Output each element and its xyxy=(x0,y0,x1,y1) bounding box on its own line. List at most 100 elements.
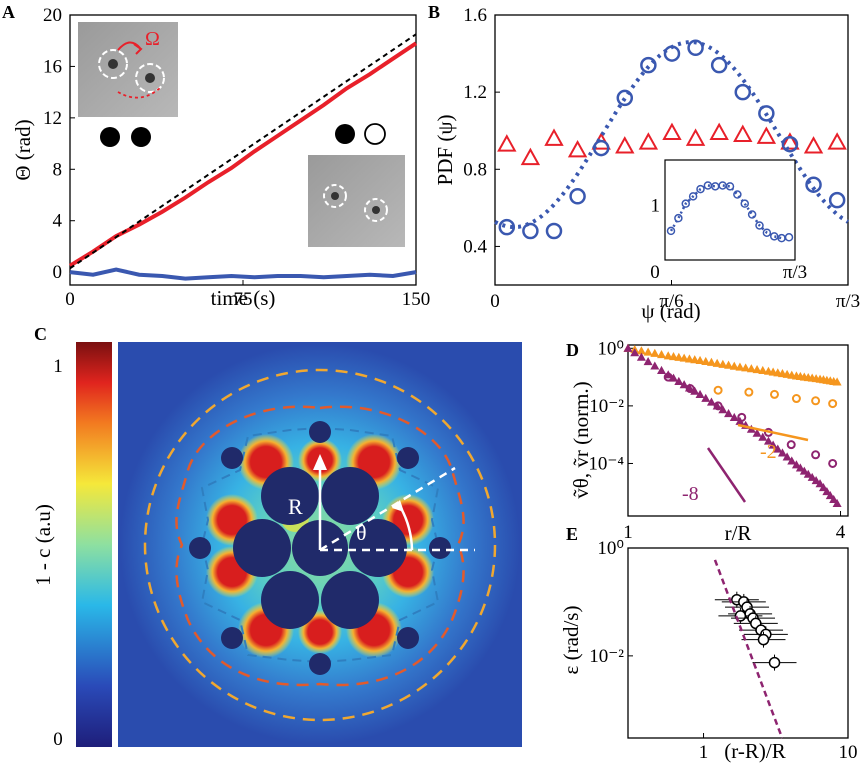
panel-b-circle-point xyxy=(522,222,539,240)
panel-d-triangle-point xyxy=(695,389,705,399)
panel-b-triangle-point xyxy=(685,128,706,146)
colorbar-label: 1 - c (a.u) xyxy=(31,504,55,586)
panel-d-triangle-point xyxy=(701,393,711,402)
panel-d-circle-point xyxy=(685,384,695,394)
panel-d-triangle-point xyxy=(706,357,716,366)
panel-b-circle-point xyxy=(734,83,752,101)
panel-d-triangle-point xyxy=(630,348,640,357)
contour-outer xyxy=(143,368,497,722)
panel-e-fit-line xyxy=(713,559,784,739)
panel-b-inset-point xyxy=(674,213,683,223)
panel-b-inset-xtick-label: 0 xyxy=(650,262,660,283)
panel-b-inset-point xyxy=(725,182,735,191)
panel-a-ylabel: Θ (rad) xyxy=(11,119,35,180)
panel-a-series-line-0 xyxy=(68,41,418,268)
panel-d-circle-point xyxy=(663,372,673,382)
panel-b-triangle-point xyxy=(544,128,564,146)
panel-b-ytick-label: 1.2 xyxy=(463,82,487,103)
omega-label: Ω xyxy=(145,28,160,50)
panel-d-triangle-point xyxy=(787,456,797,465)
panel-d-triangle-point xyxy=(650,361,660,370)
panel-b-inset: 0 π/3 1 xyxy=(650,159,807,283)
slope-line-orange xyxy=(737,423,809,442)
panel-d-circle-point xyxy=(791,394,801,404)
panel-d-xtick-label: 1 xyxy=(623,522,633,543)
panel-b-circle-point xyxy=(710,56,728,74)
panel-b-inset-point xyxy=(755,221,764,230)
panel-e-ytick-label: 10⁻² xyxy=(589,646,624,667)
panel-d-triangle-point xyxy=(763,436,773,445)
label-theta: θ xyxy=(356,520,367,545)
panel-b-circle-point xyxy=(640,56,657,74)
panel-b-triangle-point xyxy=(733,124,753,142)
panel-b-circle-point xyxy=(545,222,563,240)
legend-filled-pair xyxy=(100,127,151,147)
label-r: R xyxy=(288,494,303,519)
panel-d-circle-point xyxy=(828,399,838,409)
panel-d-triangle-point xyxy=(735,362,745,371)
panel-d-triangle-point xyxy=(741,363,751,372)
panel-d-triangle-point xyxy=(795,463,805,472)
panel-d-triangle-point xyxy=(832,377,842,386)
panel-e-ytick-label: 10⁰ xyxy=(597,538,624,559)
panel-b-triangle-point xyxy=(497,134,517,152)
panel-a-chart: 0 75 150 0 4 8 12 16 20 time (s) Θ (rad) Ω xyxy=(11,5,430,310)
panel-d-triangle-point xyxy=(657,365,667,374)
panel-d-circle-point xyxy=(713,385,723,395)
panel-d-ylabel: ṽθ, ṽr (norm.) xyxy=(569,381,593,498)
panel-d-triangle-point xyxy=(669,352,679,361)
panel-b-inset-xtick-label: π/3 xyxy=(783,262,807,283)
panel-d-triangle-point xyxy=(718,405,728,414)
panel-b-triangle-point xyxy=(803,136,824,154)
panel-a-series-line-2 xyxy=(69,33,417,270)
panel-d-triangle-point xyxy=(674,352,684,361)
panel-a-ytick-label: 0 xyxy=(53,262,63,283)
inset-micrograph-static xyxy=(308,155,405,247)
panel-b-circle-point xyxy=(569,188,586,205)
panel-b-inset-point xyxy=(770,232,779,241)
panel-b-chart: 0 π/6 π/3 0.4 0.8 1.2 1.6 ψ (rad) PDF (ψ) 0 π/3… xyxy=(433,5,860,323)
panel-d-triangle-point xyxy=(690,355,700,364)
panel-d-triangle-point xyxy=(832,498,842,507)
contour-inner xyxy=(200,426,440,664)
panel-e-chart: 1 10 10⁰ 10⁻² (r-R)/R ε (rad/s) xyxy=(559,538,858,763)
panel-a-ytick-label: 8 xyxy=(53,159,63,180)
slope-label-orange: -2 xyxy=(760,441,777,463)
panel-d-triangle-point xyxy=(695,355,705,364)
panel-b-circle-point xyxy=(805,176,822,193)
panel-d-chart: 1 4 10⁰ 10⁻² 10⁻⁴ r/R ṽθ, ṽr (norm.) -2 -8 xyxy=(569,338,849,545)
panel-d-triangle-point xyxy=(811,475,821,485)
panel-d-triangle-point xyxy=(706,397,716,406)
panel-c-heatmap: 1 0 1 - c (a.u) xyxy=(31,342,522,750)
panel-b-triangle-point xyxy=(662,122,682,141)
panel-a-xtick-label: 150 xyxy=(402,289,431,310)
particle-cluster xyxy=(189,421,451,675)
panel-d-triangle-point xyxy=(701,356,711,365)
panel-d-triangle-point xyxy=(799,466,809,475)
panel-d-circle-point xyxy=(744,387,754,397)
panel-b-inset-point xyxy=(747,210,757,219)
panel-d-triangle-point xyxy=(768,440,778,449)
panel-d-triangle-point xyxy=(807,472,817,481)
legend-filled-empty-pair xyxy=(335,123,386,145)
panel-d-circle-point xyxy=(811,450,821,460)
panel-b-inset-point xyxy=(681,199,690,208)
panel-d-triangle-point xyxy=(729,412,739,421)
panel-e-frame xyxy=(627,547,849,739)
panel-d-triangle-point xyxy=(791,460,801,469)
panel-b-triangle-point xyxy=(615,136,635,154)
panel-a-xlabel: time (s) xyxy=(211,286,276,310)
panel-e-xlabel: (r-R)/R xyxy=(724,739,785,763)
panel-b-xtick-label: 0 xyxy=(490,291,500,312)
panel-e-xtick-label: 1 xyxy=(699,742,709,763)
panel-b-inset-point xyxy=(688,192,698,201)
panel-b-xlabel: ψ (rad) xyxy=(641,299,700,323)
panel-b-inset-point xyxy=(740,199,749,208)
panel-d-triangle-point xyxy=(729,361,739,370)
slope-line-purple xyxy=(706,447,747,503)
panel-d-circle-point xyxy=(828,458,838,468)
panel-b-inset-point xyxy=(696,184,705,194)
panel-d-triangle-point xyxy=(679,353,689,362)
panel-d-triangle-point xyxy=(724,360,734,369)
